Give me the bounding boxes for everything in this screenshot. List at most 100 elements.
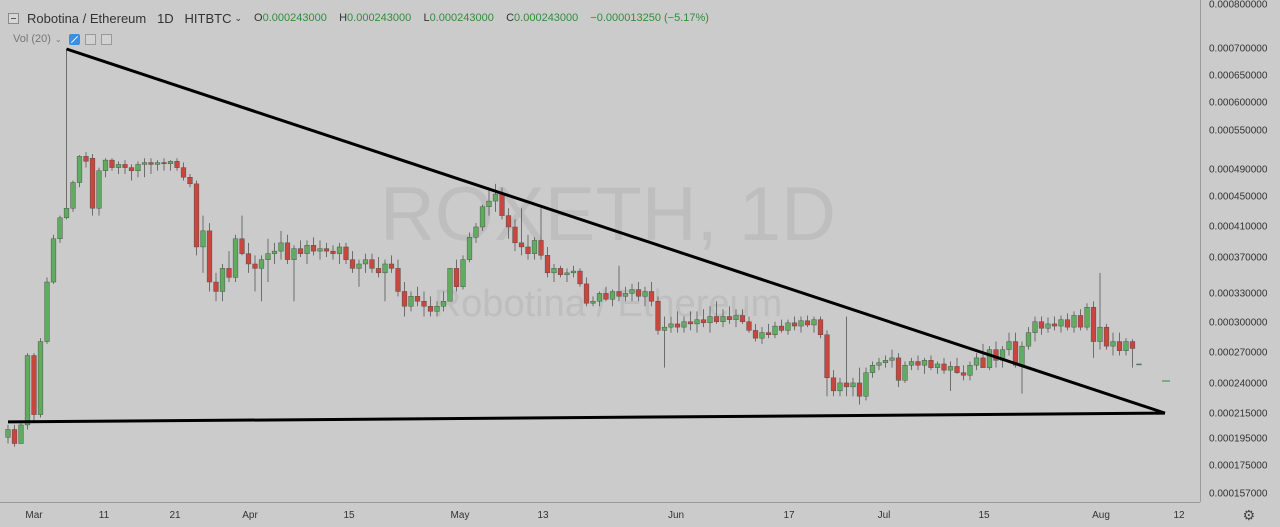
trendline[interactable] <box>7 411 1166 424</box>
candle-body <box>18 424 24 444</box>
candle-body <box>512 226 518 244</box>
candle-body <box>1045 323 1051 329</box>
candle-body <box>492 193 499 202</box>
candle-body <box>772 325 778 336</box>
watermark-symbol: ROXETH, 1D <box>380 172 836 257</box>
candle-body <box>239 238 245 254</box>
candle-body <box>369 259 375 269</box>
visibility-toggle-icon[interactable] <box>68 33 80 45</box>
candle-body <box>752 330 759 339</box>
remove-box-icon[interactable] <box>100 33 112 45</box>
candle-body <box>661 326 668 331</box>
candle-body <box>180 167 187 178</box>
chevron-down-icon[interactable]: ⌄ <box>54 34 62 44</box>
candle-body <box>1103 326 1110 347</box>
settings-box-icon[interactable] <box>84 33 96 45</box>
time-tick-label: May <box>450 510 470 521</box>
candle-body <box>557 268 564 275</box>
candle-body <box>908 361 915 366</box>
candle-body <box>1090 307 1097 342</box>
candle-body <box>635 289 642 297</box>
candle-body <box>395 268 401 292</box>
candle-body <box>382 263 388 274</box>
candle-body <box>323 248 330 252</box>
candle-body <box>544 255 551 274</box>
candle-body <box>174 161 180 168</box>
price-tick-label: 0.000330000 <box>1209 288 1268 300</box>
candle-body <box>1012 341 1019 366</box>
price-tick-label: 0.000175000 <box>1209 460 1268 472</box>
candle-body <box>765 332 772 336</box>
candle-body <box>1025 332 1032 347</box>
candle-body <box>297 248 304 254</box>
time-tick-label: 13 <box>537 510 549 521</box>
candle-body <box>349 259 356 269</box>
candle-body <box>928 360 934 368</box>
time-tick-label: 12 <box>1173 510 1185 521</box>
candle-body <box>70 182 76 209</box>
candle-body <box>304 245 310 254</box>
candle-body <box>473 226 479 238</box>
candle-body <box>817 319 824 336</box>
candle-body <box>869 364 876 373</box>
candle-body <box>778 325 785 331</box>
candle-body <box>89 158 96 209</box>
candle-body <box>700 319 707 324</box>
candle-body <box>583 283 590 304</box>
price-change: −0.000013250 (−5.17%) <box>590 12 709 24</box>
candle-body <box>252 263 258 269</box>
time-scale[interactable]: Mar 11 21 Apr 15 May 13 Jun 17 Jul 15 Aug 12 <box>0 502 1200 527</box>
price-chart[interactable]: ROXETH, 1D Robotina / Ethereum <box>0 0 1200 502</box>
candle-body <box>1051 323 1058 327</box>
candle-body <box>96 170 102 209</box>
time-tick-label: 17 <box>783 510 795 521</box>
price-scale[interactable]: 0.000800000 0.000700000 0.000650000 0.00060… <box>1200 0 1280 502</box>
candle-body <box>206 230 213 283</box>
price-tick-label: 0.000270000 <box>1209 347 1268 359</box>
candle-body <box>570 270 577 274</box>
price-tick-label: 0.000300000 <box>1209 317 1268 329</box>
price-tick-label: 0.000195000 <box>1209 433 1268 445</box>
candle-body <box>200 230 206 248</box>
volume-indicator[interactable]: Vol (20) ⌄ <box>13 31 112 47</box>
trendline[interactable] <box>66 47 1166 415</box>
collapse-icon[interactable] <box>8 12 19 24</box>
candle-body <box>1058 319 1064 327</box>
time-tick-label: Apr <box>242 510 258 521</box>
candle-body <box>1116 341 1123 351</box>
trendlines-layer <box>7 47 1166 424</box>
candle-body <box>44 281 50 342</box>
candle-body <box>713 316 720 322</box>
candle-body <box>440 301 447 307</box>
candle-body <box>1038 321 1045 329</box>
candle-body <box>596 293 603 302</box>
candle-body <box>460 259 466 287</box>
symbol-title[interactable]: Robotina / Ethereum 1D HITBTC <box>27 10 232 26</box>
price-tick-label: 0.000550000 <box>1209 125 1268 137</box>
candle-body <box>759 332 765 339</box>
candle-body <box>674 323 681 328</box>
candle-body <box>401 291 408 307</box>
candle-body <box>479 206 486 228</box>
candle-body <box>785 322 791 331</box>
candle-body <box>564 272 570 275</box>
candle-body <box>213 281 219 292</box>
chevron-down-icon[interactable]: ⌄ <box>234 12 243 23</box>
candle-body <box>128 167 135 171</box>
candle-body <box>791 322 798 327</box>
candle-body <box>837 382 843 392</box>
candle-body <box>720 316 726 322</box>
candle-body <box>434 306 440 312</box>
price-tick-label: 0.000700000 <box>1209 43 1268 55</box>
candle-body <box>1019 345 1025 366</box>
gear-icon[interactable]: ⚙ <box>1242 507 1255 523</box>
candle-body <box>505 215 512 228</box>
candle-body <box>642 291 648 297</box>
candle-body <box>967 364 973 376</box>
candle-body <box>1123 341 1129 351</box>
time-tick-label: 15 <box>978 510 990 521</box>
candle-body <box>694 319 700 325</box>
candle-body <box>245 253 252 265</box>
candle-body <box>525 246 531 254</box>
candle-body <box>934 363 941 368</box>
